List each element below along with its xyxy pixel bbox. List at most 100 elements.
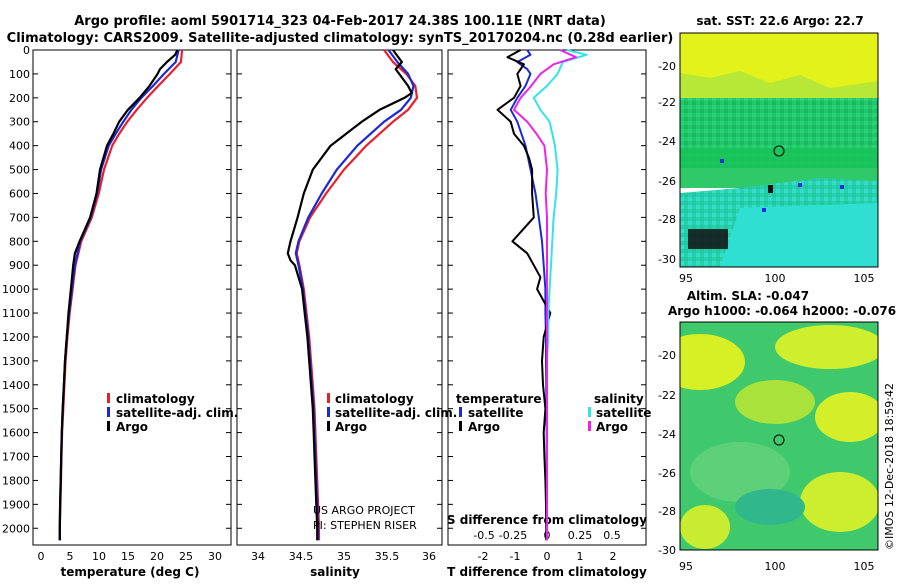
sla-map-title-1: Altim. SLA: -0.047 — [687, 289, 809, 303]
salinity-xticks: 34 34.5 35 35.5 36 — [251, 550, 436, 563]
s-diff-tick: 0.5 — [603, 529, 621, 542]
title-line-1: Argo profile: aoml 5901714_323 04-Feb-20… — [74, 14, 606, 29]
depth-tick-label: 2000 — [2, 522, 30, 535]
temp-xtick: 30 — [208, 550, 222, 563]
sst-black-pixels — [688, 229, 728, 249]
sla-map-title-2: Argo h1000: -0.064 h2000: -0.076 — [668, 304, 896, 318]
legend-swatch-climatology — [327, 393, 330, 403]
temp-xtick: 15 — [121, 550, 135, 563]
difference-panel-frame — [447, 49, 647, 546]
sst-map-frame — [679, 32, 879, 268]
sla-yticks: -20 -22 -24 -26 -28 -30 — [658, 349, 676, 557]
legend-label-climatology: climatology — [116, 392, 195, 406]
sla-ytick: -28 — [658, 505, 676, 518]
sst-ytick: -30 — [658, 253, 676, 266]
sst-ytick: -20 — [658, 60, 676, 73]
credit-project: US ARGO PROJECT — [313, 504, 415, 517]
sst-xtick: 95 — [679, 272, 693, 285]
sla-blob-yellow — [815, 392, 878, 442]
sla-ytick: -30 — [658, 544, 676, 557]
depth-tick-label: 500 — [9, 164, 30, 177]
sst-black-pixel — [768, 185, 773, 193]
depth-tick-label: 1900 — [2, 498, 30, 511]
sla-xticks: 95 100 105 — [679, 560, 875, 573]
depth-tick-label: 1200 — [2, 331, 30, 344]
depth-tick-label: 600 — [9, 187, 30, 200]
sla-blob-yellow-green — [735, 380, 815, 424]
depth-tick-label: 1700 — [2, 451, 30, 464]
temperature-legend: climatology satellite-adj. clim. Argo — [107, 392, 238, 434]
depth-tick-label: 100 — [9, 68, 30, 81]
sst-ytick: -22 — [658, 96, 676, 109]
temp-xtick: 25 — [179, 550, 193, 563]
temperature-xticks: 0 5 10 15 20 25 30 — [38, 550, 223, 563]
legend-swatch-temp-satellite — [459, 407, 462, 417]
legend-label-satellite: satellite-adj. clim. — [335, 406, 457, 420]
sst-ytick: -24 — [658, 135, 676, 148]
imos-stamp: ©IMOS 12-Dec-2018 18:59:42 — [883, 383, 896, 550]
credit-pi: PI: STEPHEN RISER — [313, 519, 417, 532]
depth-tick-label: 200 — [9, 92, 30, 105]
legend-label-argo: Argo — [116, 420, 148, 434]
depth-tick-label: 300 — [9, 116, 30, 129]
depth-axis-labels: 0 100 200 300 400 500 600 700 800 900 1000 1100 1200… — [2, 44, 30, 535]
sst-ytick: -26 — [658, 175, 676, 188]
series-line-satellite-adj-clim- — [294, 49, 415, 541]
diff-xtick: 0 — [544, 550, 551, 563]
legend-swatch-argo — [327, 421, 330, 431]
sla-blob-yellow — [680, 505, 730, 549]
sst-map — [680, 33, 878, 267]
salinity-xlabel: salinity — [310, 565, 360, 579]
sla-map — [680, 322, 878, 550]
salinity-lines — [286, 49, 419, 541]
s-diff-tick: -0.25 — [499, 529, 527, 542]
depth-tick-label: 800 — [9, 235, 30, 248]
legend-swatch-satellite — [327, 407, 330, 417]
diff-xtick: 2 — [610, 550, 617, 563]
sal-xtick: 36 — [422, 550, 436, 563]
sal-xtick: 35 — [337, 550, 351, 563]
difference-lines — [496, 49, 588, 541]
depth-tick-label: 1800 — [2, 474, 30, 487]
sst-ytick: -28 — [658, 213, 676, 226]
sst-xticks: 95 100 105 — [679, 272, 875, 285]
sst-map-title: sat. SST: 22.6 Argo: 22.7 — [696, 14, 863, 28]
title-line-2: Climatology: CARS2009. Satellite-adjuste… — [7, 31, 674, 46]
temperature-lines — [58, 49, 184, 541]
float-location-marker — [773, 434, 785, 446]
sla-ytick: -26 — [658, 467, 676, 480]
sst-xtick: 105 — [854, 272, 875, 285]
sla-ytick: -20 — [658, 349, 676, 362]
tick-marks — [33, 49, 646, 529]
series-line-temperature-argo — [496, 49, 552, 541]
temp-xtick: 0 — [38, 550, 45, 563]
sst-blue-pixel — [720, 159, 724, 163]
legend-title-temperature: temperature — [456, 392, 541, 406]
temp-xtick: 20 — [150, 550, 164, 563]
sst-blue-pixel — [762, 208, 766, 212]
legend-swatch-sal-satellite — [588, 407, 591, 417]
legend-label-sal-satellite: satellite — [596, 406, 651, 420]
depth-tick-label: 1500 — [2, 403, 30, 416]
sla-blob-yellow — [680, 334, 745, 390]
sla-ytick: -24 — [658, 428, 676, 441]
series-line-argo — [58, 49, 179, 541]
difference-xticks: -2 -1 0 1 2 — [478, 550, 617, 563]
legend-label-climatology: climatology — [335, 392, 414, 406]
legend-swatch-argo — [107, 421, 110, 431]
series-line-salinity-satellite — [532, 49, 588, 541]
s-diff-tick: 0.25 — [568, 529, 593, 542]
sla-blob-yellow — [775, 325, 878, 369]
legend-swatch-temp-argo — [459, 421, 462, 431]
depth-tick-label: 1300 — [2, 355, 30, 368]
sla-blob-teal — [735, 489, 805, 525]
legend-swatch-satellite — [107, 407, 110, 417]
temp-xtick: 10 — [92, 550, 106, 563]
legend-title-salinity: salinity — [594, 392, 644, 406]
sla-blob-green — [690, 442, 790, 502]
diff-xtick: 1 — [577, 550, 584, 563]
sst-yticks: -20 -22 -24 -26 -28 -30 — [658, 60, 676, 266]
sla-blob-yellow — [800, 472, 878, 532]
depth-tick-label: 0 — [23, 44, 30, 57]
